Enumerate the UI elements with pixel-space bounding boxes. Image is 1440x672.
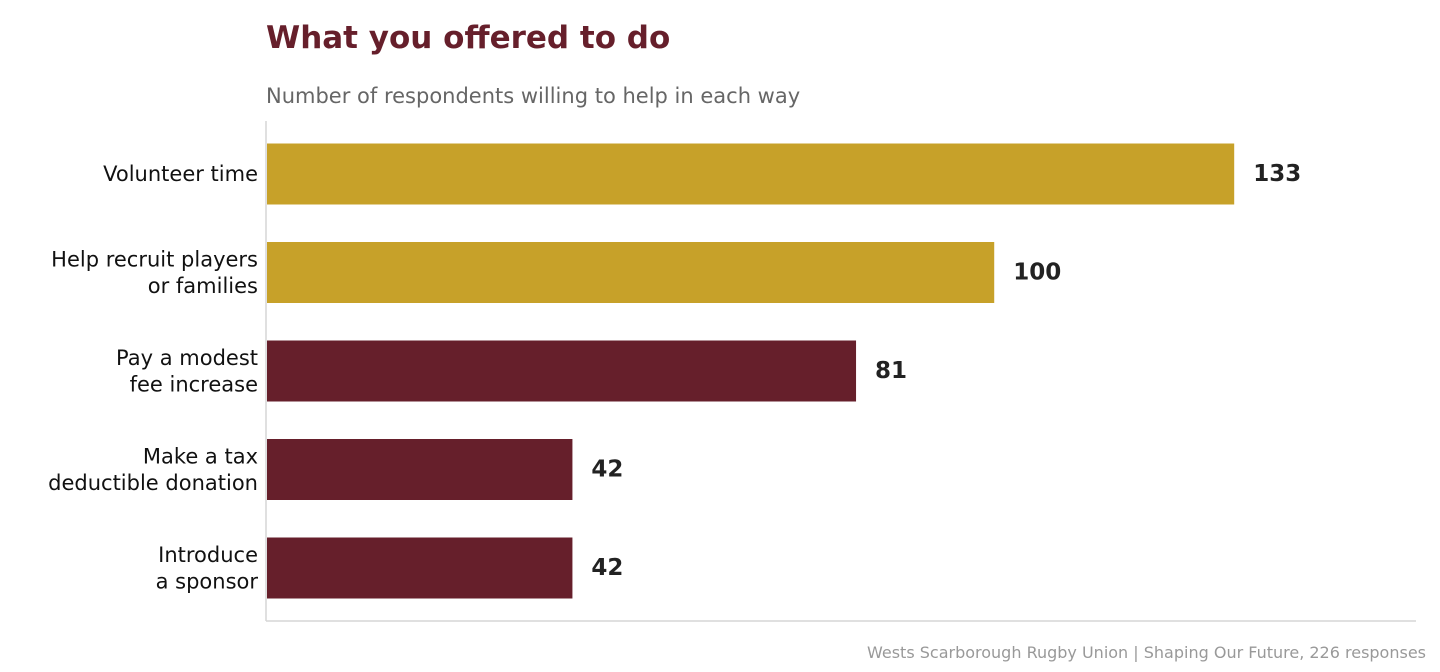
- bar: [267, 340, 857, 402]
- category-label: Volunteer time: [103, 162, 258, 186]
- bar-value-label: 42: [591, 457, 623, 483]
- bar: [267, 537, 573, 599]
- bar-group: [267, 143, 1235, 599]
- chart-axes: [265, 121, 1416, 622]
- category-label-line: fee increase: [130, 372, 258, 396]
- category-label-line: Pay a modest: [116, 346, 258, 370]
- chart-title: What you offered to do: [266, 20, 671, 56]
- chart-footer: Wests Scarborough Rugby Union | Shaping …: [866, 643, 1426, 662]
- category-label-line: or families: [148, 274, 258, 298]
- category-labels: Volunteer time Help recruit players or fam…: [48, 162, 258, 593]
- value-labels: 133 100 81 42 42: [591, 161, 1301, 581]
- bar: [267, 143, 1235, 205]
- chart-subtitle: Number of respondents willing to help in…: [266, 84, 801, 108]
- bar-value-label: 81: [875, 358, 907, 384]
- category-label: Pay a modest fee increase: [116, 346, 258, 397]
- bar-value-label: 100: [1013, 260, 1061, 286]
- bar-value-label: 133: [1253, 161, 1301, 187]
- category-label-line: Introduce: [158, 543, 258, 567]
- category-label-line: Make a tax: [143, 444, 258, 468]
- category-label: Introduce a sponsor: [156, 543, 259, 594]
- category-label-line: Help recruit players: [51, 247, 258, 271]
- category-label-line: Volunteer time: [103, 162, 258, 186]
- category-label-line: deductible donation: [48, 471, 258, 495]
- bar-value-label: 42: [591, 555, 623, 581]
- bar: [267, 242, 995, 303]
- category-label-line: a sponsor: [156, 569, 259, 593]
- category-label: Help recruit players or families: [51, 247, 258, 298]
- category-label: Make a tax deductible donation: [48, 444, 258, 495]
- bar: [267, 439, 573, 500]
